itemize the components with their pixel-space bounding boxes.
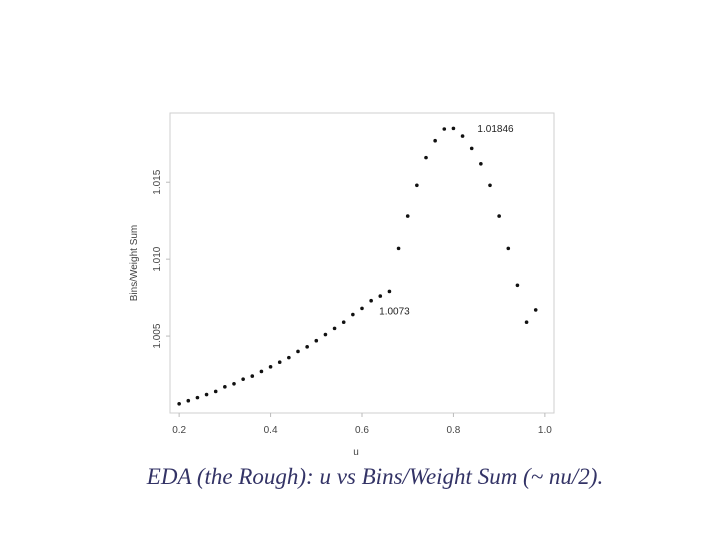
x-tick-label: 0.4 (264, 425, 278, 436)
data-point (451, 126, 456, 131)
data-point (524, 320, 529, 325)
data-point (442, 127, 447, 131)
chart-annotations: 1.01846 1.0073 (379, 124, 514, 318)
data-point (268, 365, 273, 369)
data-point (433, 138, 437, 143)
data-point (506, 246, 511, 251)
data-point (415, 183, 419, 188)
x-tick-label: 0.6 (355, 425, 369, 436)
y-tick-label: 1.005 (152, 323, 163, 348)
x-axis-ticks: 0.2 0.4 0.6 0.8 1.0 (172, 413, 552, 436)
x-tick-label: 0.8 (446, 425, 460, 436)
data-point (533, 308, 538, 312)
data-point (488, 183, 492, 188)
x-axis-label: u (353, 447, 359, 458)
data-point (259, 369, 264, 374)
data-point (296, 349, 300, 354)
data-point (396, 246, 401, 251)
data-point (177, 401, 181, 406)
y-axis-label: Bins/Weight Sum (129, 225, 140, 302)
y-tick-label: 1.015 (152, 169, 163, 194)
data-point (323, 332, 328, 337)
data-point (378, 294, 383, 298)
data-point (460, 134, 465, 138)
data-point (515, 283, 520, 288)
data-point (424, 155, 428, 160)
data-point (213, 389, 218, 394)
data-point (405, 214, 410, 218)
data-point (369, 298, 373, 303)
data-point (469, 146, 474, 151)
y-tick-label: 1.010 (152, 246, 163, 271)
slide-caption: EDA (the Rough): u vs Bins/Weight Sum (~… (146, 464, 604, 489)
data-point (497, 214, 501, 218)
data-point (332, 326, 337, 331)
data-point (223, 385, 227, 389)
data-point (305, 345, 309, 349)
data-point (204, 392, 209, 397)
data-point (341, 320, 346, 325)
point-annotation: 1.01846 (477, 124, 514, 135)
point-annotation: 1.0073 (379, 307, 410, 318)
data-points (177, 126, 538, 406)
data-point (351, 312, 355, 317)
data-point (241, 377, 245, 381)
data-point (250, 374, 255, 378)
data-point (232, 381, 236, 386)
plot-frame (169, 112, 555, 414)
y-axis-ticks: 1.005 1.010 1.015 (152, 169, 170, 349)
data-point (277, 360, 282, 365)
data-point (387, 289, 392, 294)
data-point (186, 398, 191, 403)
data-point (479, 161, 483, 166)
x-tick-label: 0.2 (172, 425, 186, 436)
data-point (360, 306, 364, 311)
data-point (287, 355, 291, 360)
data-point (195, 395, 200, 400)
data-point (314, 338, 319, 343)
x-tick-label: 1.0 (538, 425, 552, 436)
